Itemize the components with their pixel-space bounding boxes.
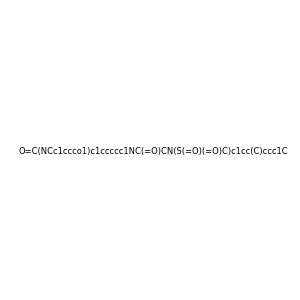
Text: O=C(NCc1ccco1)c1ccccc1NC(=O)CN(S(=O)(=O)C)c1cc(C)ccc1C: O=C(NCc1ccco1)c1ccccc1NC(=O)CN(S(=O)(=O)… [19, 147, 289, 156]
